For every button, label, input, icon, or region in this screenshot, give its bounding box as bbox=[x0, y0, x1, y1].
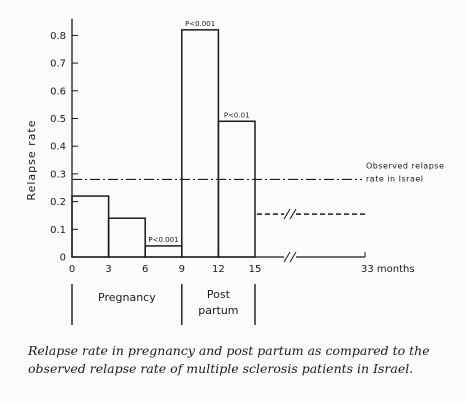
axis-break-mark bbox=[283, 251, 291, 263]
x-end-label: 33 months bbox=[361, 264, 415, 275]
bar-significance-label: P<0.01 bbox=[224, 111, 250, 119]
y-axis-title: Relapse rate bbox=[25, 120, 38, 201]
y-tick-label: 0.4 bbox=[50, 142, 66, 153]
reference-line-label-2: rate in Israel bbox=[366, 174, 424, 183]
y-tick-label: 0 bbox=[60, 253, 66, 264]
x-tick-label: 15 bbox=[249, 264, 262, 275]
bar-significance-label: P<0.001 bbox=[185, 20, 215, 28]
bar bbox=[107, 217, 146, 258]
bar-significance-label: P<0.001 bbox=[148, 236, 178, 244]
y-tick-label: 0.3 bbox=[50, 169, 66, 180]
y-tick-label: 0.6 bbox=[50, 86, 66, 97]
axes: 0 0.1 0.2 0.3 0.4 0.5 0.6 0.7 0.8 0 3 6 9 12 15 33 mont… bbox=[50, 18, 415, 325]
figure-caption: Relapse rate in pregnancy and post partu… bbox=[28, 343, 430, 376]
bars bbox=[71, 29, 365, 258]
y-tick-label: 0.5 bbox=[50, 114, 66, 125]
y-tick-label: 0.1 bbox=[50, 225, 66, 236]
bar bbox=[217, 120, 256, 258]
reference-line-group: Observed relapse rate in Israel bbox=[72, 161, 444, 183]
y-tick-label: 0.8 bbox=[50, 31, 66, 42]
bar bbox=[144, 245, 183, 258]
x-tick-label: 3 bbox=[105, 264, 111, 275]
continuation-break-mark bbox=[289, 208, 297, 220]
axis-break-mark bbox=[289, 251, 297, 263]
bar bbox=[71, 195, 110, 258]
x-tick-label: 12 bbox=[212, 264, 225, 275]
period-label-pregnancy: Pregnancy bbox=[98, 291, 156, 304]
bar bbox=[181, 29, 220, 258]
x-tick-label: 9 bbox=[179, 264, 185, 275]
reference-line-label: Observed relapse bbox=[366, 161, 444, 170]
labels: P<0.001 P<0.001 P<0.01 Pregnancy Post partum bbox=[98, 20, 250, 317]
period-label-partum: partum bbox=[198, 304, 238, 317]
relapse-rate-chart: 0 0.1 0.2 0.3 0.4 0.5 0.6 0.7 0.8 0 3 6 9 12 15 33 mont… bbox=[25, 18, 444, 325]
x-tick-label: 6 bbox=[142, 264, 148, 275]
y-tick-label: 0.7 bbox=[50, 59, 66, 70]
continuation-break-mark bbox=[283, 208, 291, 220]
period-label-post: Post bbox=[207, 288, 231, 301]
y-tick-label: 0.2 bbox=[50, 197, 66, 208]
x-tick-label: 0 bbox=[69, 264, 75, 275]
